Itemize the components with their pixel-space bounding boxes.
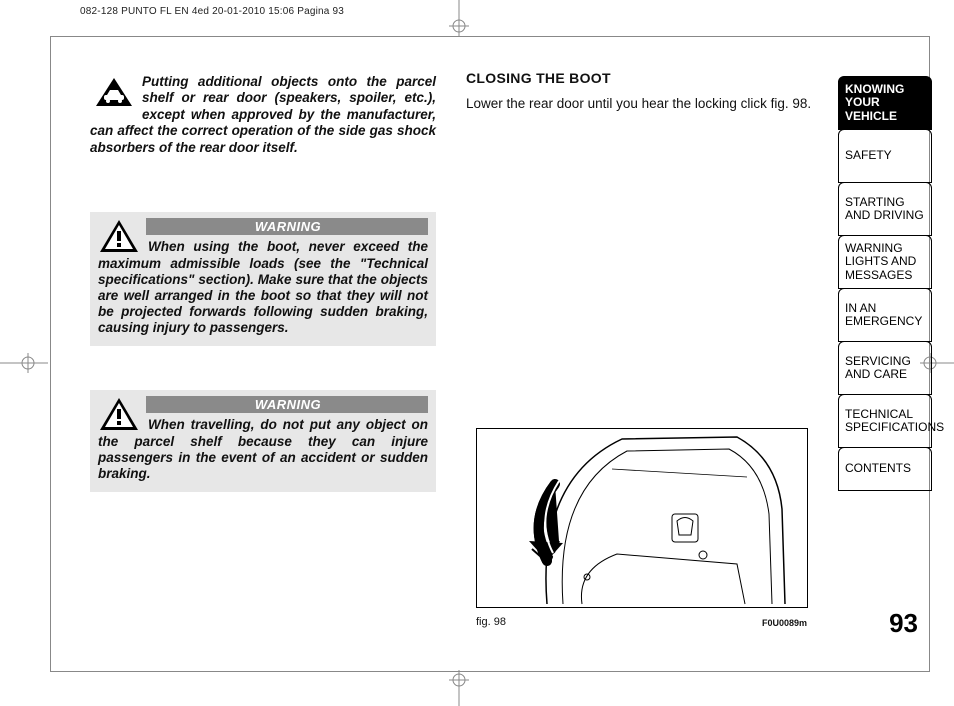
tab-knowing-vehicle[interactable]: KNOWING YOUR VEHICLE [838,76,932,130]
warning-text-1: When using the boot, never exceed the ma… [98,239,428,336]
page-number: 93 [889,608,918,639]
car-icon [94,76,134,108]
tab-emergency[interactable]: IN AN EMERGENCY [838,288,932,342]
print-header: 082-128 PUNTO FL EN 4ed 20-01-2010 15:06… [80,6,344,17]
crop-mark-top [444,0,474,36]
info-callout: Putting additional objects onto the parc… [90,70,436,164]
warning-icon [98,396,140,432]
section-body: Lower the rear door until you hear the l… [466,96,812,113]
figure-code: F0U0089m [762,618,807,628]
warning-header: WARNING [146,218,428,235]
right-column: CLOSING THE BOOT Lower the rear door unt… [466,70,812,113]
info-text: Putting additional objects onto the parc… [90,74,436,156]
warning-icon [98,218,140,254]
warning-box-1: WARNING When using the boot, never excee… [90,212,436,346]
nav-tabs: KNOWING YOUR VEHICLE SAFETY STARTING AND… [838,76,932,490]
warning-box-2: WARNING When travelling, do not put any … [90,390,436,492]
tab-contents[interactable]: CONTENTS [838,447,932,491]
tab-warning-lights[interactable]: WARNING LIGHTS AND MESSAGES [838,235,932,289]
tab-servicing[interactable]: SERVICING AND CARE [838,341,932,395]
tab-technical[interactable]: TECHNICAL SPECIFICATIONS [838,394,932,448]
left-column: Putting additional objects onto the parc… [90,70,436,492]
warning-header: WARNING [146,396,428,413]
crop-mark-bottom [444,670,474,706]
crop-mark-left [0,348,48,378]
tab-safety[interactable]: SAFETY [838,129,932,183]
figure-label: fig. 98 [476,616,506,628]
boot-diagram [477,429,807,607]
section-title: CLOSING THE BOOT [466,70,812,86]
warning-text-2: When travelling, do not put any object o… [98,417,428,482]
figure-98 [476,428,808,608]
tab-starting-driving[interactable]: STARTING AND DRIVING [838,182,932,236]
